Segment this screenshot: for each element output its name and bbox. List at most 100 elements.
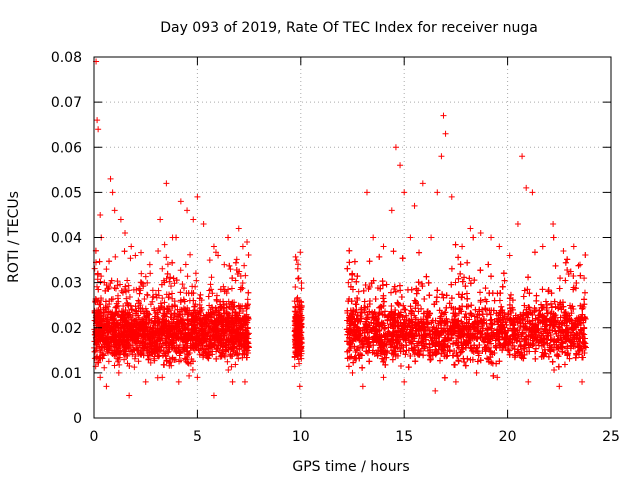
cloud-point xyxy=(131,364,138,371)
cloud-point xyxy=(147,301,154,308)
cloud-point xyxy=(142,273,149,280)
cloud-point xyxy=(209,290,216,297)
cloud-point xyxy=(159,295,166,302)
cloud-point xyxy=(169,295,176,302)
cloud-point xyxy=(137,302,144,309)
cloud-point xyxy=(95,286,102,293)
cloud-point xyxy=(239,279,246,286)
cloud-point xyxy=(177,357,184,364)
cloud-point xyxy=(223,300,230,307)
cloud-point xyxy=(147,270,154,277)
cloud-point xyxy=(177,289,184,296)
cloud-point xyxy=(120,350,127,357)
cloud-point xyxy=(97,295,104,302)
cloud-point xyxy=(109,296,116,303)
cloud-point xyxy=(93,283,100,290)
cloud-point xyxy=(207,281,214,288)
cloud-band xyxy=(91,234,589,381)
cloud-point xyxy=(159,265,166,272)
cloud-point xyxy=(124,277,131,284)
cloud-point xyxy=(225,234,232,241)
cloud-point xyxy=(232,259,239,266)
cloud-point xyxy=(225,367,232,373)
cloud-point xyxy=(144,279,151,286)
cloud-point xyxy=(116,361,123,368)
cloud-point xyxy=(200,312,207,319)
cloud-point xyxy=(189,366,196,373)
cloud-point xyxy=(205,293,212,300)
cloud-point xyxy=(121,248,128,255)
cloud-point xyxy=(151,357,158,364)
cloud-point xyxy=(171,280,178,287)
cloud-point xyxy=(138,270,145,277)
cloud-point xyxy=(294,275,301,282)
cloud-point xyxy=(169,259,176,266)
cloud-point xyxy=(129,351,136,358)
cloud-point xyxy=(298,279,305,286)
cloud-point xyxy=(233,256,240,263)
cloud-point xyxy=(243,354,250,361)
cloud-point xyxy=(232,361,239,368)
cloud-point xyxy=(123,295,130,302)
cloud-point xyxy=(127,255,134,262)
cloud-point xyxy=(117,281,124,288)
cloud-point xyxy=(184,273,191,280)
cloud-point xyxy=(235,355,242,362)
cloud-point xyxy=(105,358,112,365)
cloud-point xyxy=(291,363,298,370)
cloud-point xyxy=(163,254,170,261)
cloud-point xyxy=(111,362,118,369)
cloud-point xyxy=(131,355,138,362)
cloud-point xyxy=(225,286,232,293)
cloud-point xyxy=(138,249,145,256)
cloud-point xyxy=(298,285,305,292)
cloud-point xyxy=(182,261,189,268)
cloud-point xyxy=(294,265,301,272)
cloud-point xyxy=(107,280,114,287)
cloud-point xyxy=(187,251,194,258)
cloud-point xyxy=(179,281,186,288)
cloud-point xyxy=(228,285,235,292)
cloud-point xyxy=(155,292,162,299)
cloud-point xyxy=(192,270,199,277)
cloud-point xyxy=(111,284,118,291)
cloud-point xyxy=(213,345,220,352)
cloud-point xyxy=(117,348,124,355)
cloud-point xyxy=(292,284,299,291)
cloud-point xyxy=(113,304,120,311)
cloud-point xyxy=(115,292,122,299)
cloud-point xyxy=(154,311,161,318)
cloud-point xyxy=(245,252,252,259)
cloud-point xyxy=(149,287,156,294)
cloud-point xyxy=(212,249,219,256)
cloud-point xyxy=(135,297,142,304)
cloud-point xyxy=(241,262,248,269)
cloud-point xyxy=(112,253,119,260)
cloud-point xyxy=(245,289,252,296)
cloud-point xyxy=(208,274,215,281)
cloud-point xyxy=(297,249,304,256)
cloud-point xyxy=(112,285,119,292)
cloud-point xyxy=(157,300,164,307)
cloud-point xyxy=(163,275,170,282)
cloud-point xyxy=(144,291,151,298)
cloud-point xyxy=(161,299,168,306)
cloud-point xyxy=(169,290,176,297)
cloud-point xyxy=(101,364,108,371)
cloud-point xyxy=(213,292,220,299)
cloud-point xyxy=(147,359,154,366)
chart-title: Day 093 of 2019, Rate Of TEC Index for r… xyxy=(160,20,538,36)
cloud-point xyxy=(98,273,105,280)
cloud-point xyxy=(160,361,167,368)
cloud-point xyxy=(114,278,121,285)
cloud-point xyxy=(186,372,193,379)
cloud-point xyxy=(192,283,199,290)
cloud-point xyxy=(141,296,148,303)
cloud-point xyxy=(226,262,233,269)
cloud-point xyxy=(126,293,133,300)
cloud-point xyxy=(106,258,113,265)
cloud-point xyxy=(191,303,198,310)
cloud-point xyxy=(213,297,220,304)
cloud-point xyxy=(91,265,98,272)
cloud-point xyxy=(196,351,203,358)
